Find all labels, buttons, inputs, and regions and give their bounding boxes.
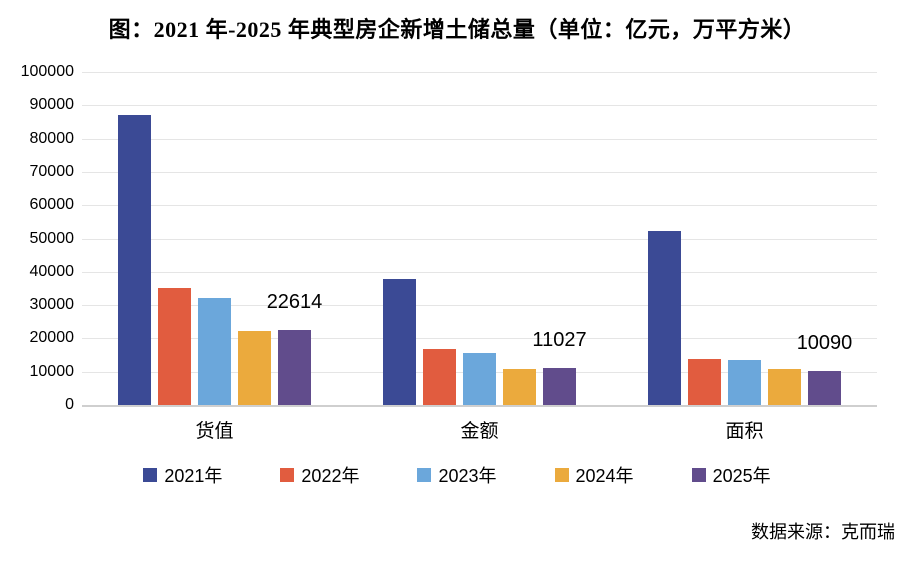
y-tick-label: 90000 [29,96,75,114]
bar-2022年-面积 [688,359,721,405]
bar-2023年-货值 [198,298,231,405]
gridline [82,105,877,107]
y-tick-label: 0 [65,396,74,413]
bar-2021年-金额 [383,278,416,405]
legend-item-2024年: 2024年 [554,462,634,488]
legend-swatch-icon [143,468,158,482]
legend-item-2021年: 2021年 [143,462,222,488]
y-tick-label: 20000 [29,329,75,347]
category-label-金额: 金额 [460,421,499,442]
plot-area: 22614 11027 10090 [82,72,877,407]
bar-2024年-面积 [768,369,801,405]
y-tick-label: 60000 [29,196,75,214]
bar-2025年-金额 [543,368,576,405]
legend-label: 2021年 [164,466,223,486]
y-tick-label: 40000 [29,262,75,280]
legend-item-2023年: 2023年 [417,462,497,488]
y-tick-label: 50000 [29,229,75,247]
legend-label: 2024年 [575,466,634,486]
legend-item-2022年: 2022年 [280,462,359,488]
y-tick-label: 30000 [29,296,75,314]
gridline [82,72,877,73]
gridline [82,138,877,140]
legend-item-2025年: 2025年 [691,462,771,488]
bar-2023年-面积 [728,360,761,405]
gridline [82,238,877,240]
gridline [82,205,877,207]
bar-2024年-金额 [503,368,536,405]
bar-2021年-货值 [118,114,151,405]
data-label-货值: 22614 [266,290,323,313]
legend: 2021年 2022年 2023年 2024年 2025年 [0,462,914,488]
bar-2022年-货值 [158,288,191,405]
y-tick-label: 100000 [20,63,74,80]
category-label-货值: 货值 [195,421,234,442]
data-source: 数据来源：克而瑞 [751,522,895,542]
legend-swatch-icon [691,468,706,482]
y-tick-label: 70000 [29,162,75,180]
bar-2022年-金额 [423,349,456,405]
legend-swatch-icon [280,468,295,482]
bar-2023年-金额 [463,353,496,405]
legend-label: 2025年 [712,466,771,486]
legend-swatch-icon [554,468,569,482]
legend-swatch-icon [417,468,432,482]
data-label-面积: 10090 [796,332,853,355]
bar-2024年-货值 [238,331,271,405]
y-tick-label: 10000 [29,362,75,380]
gridline [82,338,877,340]
bar-2021年-面积 [648,230,681,405]
data-label-金额: 11027 [532,329,587,352]
bar-2025年-面积 [808,371,841,405]
chart-title: 图：2021 年-2025 年典型房企新增土储总量（单位：亿元，万平方米） [108,17,806,42]
gridline [82,305,877,307]
legend-label: 2022年 [301,466,360,486]
bar-2025年-货值 [278,329,311,405]
gridline [82,171,877,173]
y-tick-label: 80000 [29,129,75,147]
x-axis-line [82,405,877,407]
legend-label: 2023年 [438,466,497,486]
gridline [82,271,877,273]
category-label-面积: 面积 [725,421,764,442]
